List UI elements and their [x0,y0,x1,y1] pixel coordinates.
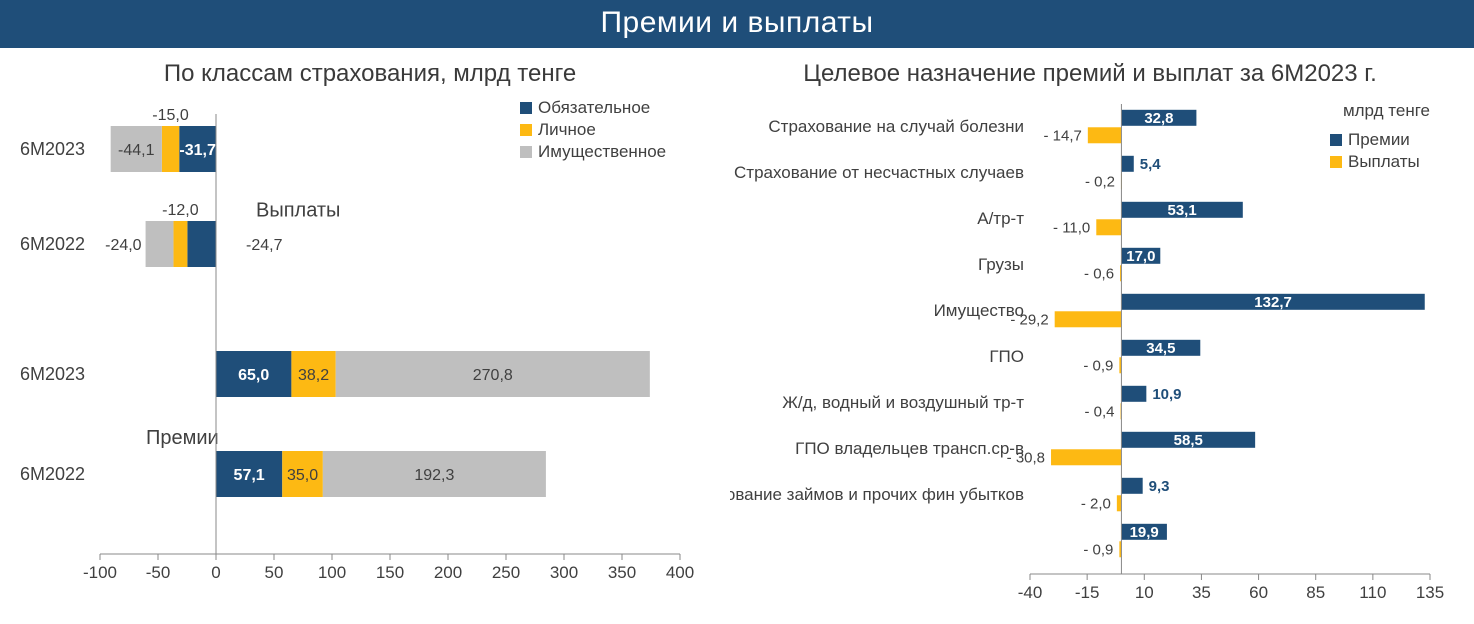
bar-value: - 0,2 [1085,173,1115,190]
bar-value: -44,1 [118,142,155,159]
row-cat-label: 6М2022 [20,234,85,254]
x-tick-label: -40 [1018,583,1043,602]
x-tick-label: 35 [1192,583,1211,602]
bar-value: 17,0 [1126,248,1155,265]
row-cat-label: А/тр-т [977,209,1024,228]
x-tick-label: 0 [211,563,220,582]
row-cat-label: ГПО владельцев трансп.ср-в [795,439,1024,458]
bar-payout [1051,449,1121,465]
x-tick-label: 100 [318,563,346,582]
bar-value: -12,0 [162,202,199,219]
bar-seg [146,221,174,267]
bar-value: - 11,0 [1053,219,1090,236]
bar-value: 32,8 [1144,110,1173,127]
chart-right: млрд тенге Премии Выплаты Страхование на сл… [730,94,1450,614]
x-tick-label: -15 [1075,583,1100,602]
bar-value: - 0,4 [1084,403,1114,420]
legend-swatch [520,146,532,158]
x-tick-label: 110 [1359,583,1386,602]
row-cat-label: Страхование от несчастных случаев [734,163,1024,182]
bar-value: - 30,8 [1007,449,1045,466]
bar-value: 35,0 [287,467,318,484]
bar-seg [187,221,216,267]
row-cat-label: Ж/д, водный и воздушный тр-т [782,393,1024,412]
bar-value: 53,1 [1168,202,1197,219]
bar-value: 34,5 [1146,340,1175,357]
x-tick-label: -100 [83,563,117,582]
header-title: Премии и выплаты [0,0,1474,48]
unit-label: млрд тенге [1343,101,1430,120]
bar-value: 65,0 [238,367,269,384]
bar-value: - 0,9 [1083,357,1113,374]
bar-value: 270,8 [473,367,513,384]
bar-value: 38,2 [298,367,329,384]
row-cat-label: Страхование на случай болезни [768,117,1024,136]
x-tick-label: 400 [666,563,694,582]
x-tick-label: 150 [376,563,404,582]
x-tick-label: 250 [492,563,520,582]
legend-label: Выплаты [1348,152,1420,171]
bar-value: 5,4 [1140,156,1162,173]
bar-value: 132,7 [1254,294,1292,311]
legend-swatch [1330,156,1342,168]
bar-value: -24,0 [105,237,142,254]
x-tick-label: 50 [265,563,284,582]
bar-value: - 29,2 [1010,311,1048,328]
chart-left: Обязательное Личное Имущественное 6М2023 -31… [10,94,730,614]
row-cat-label: Грузы [978,255,1024,274]
legend-swatch [520,102,532,114]
x-tick-label: 350 [608,563,636,582]
legend-label: Личное [538,120,596,139]
x-tick-label: -50 [146,563,171,582]
bar-value: - 2,0 [1081,495,1111,512]
bar-value: - 0,9 [1083,541,1113,558]
bar-payout [1117,495,1122,511]
bar-value: 57,1 [234,467,265,484]
bar-premium [1121,386,1146,402]
panel-left: По классам страхования, млрд тенге Обяза… [10,56,730,614]
panel-right: Целевое назначение премий и выплат за 6М… [730,56,1450,614]
bar-value: - 14,7 [1043,127,1081,144]
row-cat-label: Страхование займов и прочих фин убытков [730,485,1024,504]
legend-swatch [1330,134,1342,146]
bar-payout [1088,127,1122,143]
bar-value: 192,3 [414,467,454,484]
row-cat-label: ГПО [989,347,1024,366]
bar-value: 19,9 [1130,524,1159,541]
group-label-premiums: Премии [146,427,219,449]
bar-value: 10,9 [1152,386,1181,403]
x-tick-label: 135 [1416,583,1444,602]
legend-label: Имущественное [538,142,666,161]
bar-payout [1055,311,1122,327]
x-tick-label: 10 [1135,583,1154,602]
x-tick-label: 200 [434,563,462,582]
x-tick-label: 300 [550,563,578,582]
bar-value: -31,7 [179,142,216,159]
bar-value: -15,0 [152,107,189,124]
row-cat-label: 6М2023 [20,139,85,159]
row-cat-label: 6М2022 [20,464,85,484]
bar-payout [1096,219,1121,235]
group-label-payouts: Выплаты [256,200,340,222]
bar-value: 9,3 [1149,478,1170,495]
bar-seg [162,126,179,172]
bar-seg [173,221,187,267]
bar-premium [1121,156,1133,172]
x-tick-label: 60 [1249,583,1268,602]
legend-swatch [520,124,532,136]
left-chart-title: По классам страхования, млрд тенге [10,56,730,94]
row-cat-label: 6М2023 [20,364,85,384]
legend-label: Обязательное [538,98,650,117]
bar-premium [1121,478,1142,494]
x-tick-label: 85 [1306,583,1325,602]
legend-label: Премии [1348,130,1410,149]
panels: По классам страхования, млрд тенге Обяза… [0,48,1474,614]
right-chart-title: Целевое назначение премий и выплат за 6М… [730,56,1450,94]
bar-value: 58,5 [1174,432,1203,449]
bar-value: - 0,6 [1084,265,1114,282]
bar-value: -24,7 [246,237,283,254]
